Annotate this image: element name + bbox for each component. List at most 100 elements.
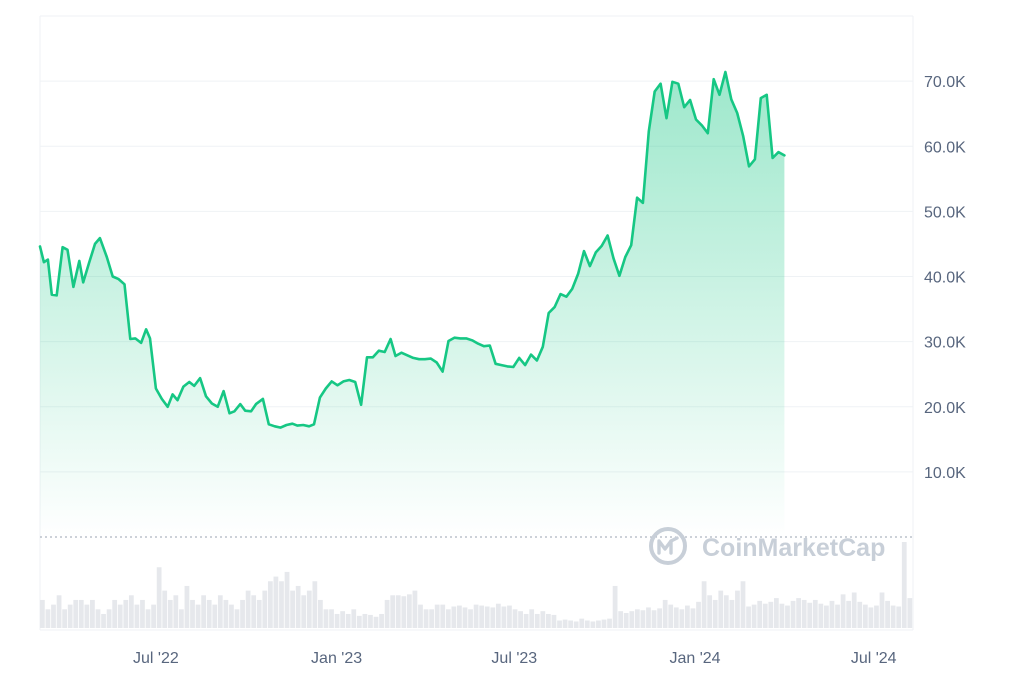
x-tick-label: Jul '22 xyxy=(133,650,179,667)
volume-bar xyxy=(345,613,351,628)
x-tick-label: Jan '24 xyxy=(669,650,720,667)
volume-bar xyxy=(412,590,418,628)
y-tick-label: 60.0K xyxy=(924,139,966,156)
volume-bar xyxy=(440,604,446,628)
volume-bar xyxy=(657,608,662,628)
volume-bar xyxy=(340,611,346,628)
volume-bar xyxy=(896,606,902,628)
volume-bar xyxy=(568,620,574,628)
x-tick-label: Jul '24 xyxy=(851,650,897,667)
volume-bar xyxy=(790,600,796,628)
volume-bar xyxy=(495,603,501,628)
volume-bar xyxy=(73,599,79,628)
volume-bar xyxy=(529,609,535,628)
volume-bar xyxy=(473,604,479,628)
volume-bar xyxy=(723,595,729,628)
volume-bar xyxy=(123,599,129,628)
volume-bar xyxy=(140,599,145,628)
volume-bar xyxy=(490,607,496,628)
volume-bar xyxy=(134,604,140,628)
volume-bar xyxy=(290,590,295,628)
volume-bar xyxy=(579,618,585,628)
volume-bar xyxy=(807,602,813,628)
x-tick-label: Jul '23 xyxy=(491,650,537,667)
volume-bar xyxy=(379,613,384,628)
volume-bar xyxy=(840,594,846,628)
volume-bar xyxy=(51,604,56,628)
volume-bar xyxy=(468,609,473,628)
volume-bar xyxy=(84,604,90,628)
volume-bar xyxy=(279,581,284,628)
x-tick-label: Jan '23 xyxy=(311,650,362,667)
volume-bar xyxy=(373,616,379,628)
volume-bar xyxy=(151,604,156,628)
volume-bar xyxy=(707,595,713,628)
volume-bar xyxy=(751,604,757,628)
volume-bar xyxy=(368,614,373,628)
volume-bar xyxy=(679,609,685,628)
volume-bar xyxy=(890,605,896,628)
volume-bar xyxy=(507,605,512,628)
volume-bar xyxy=(429,609,434,628)
volume-bar xyxy=(757,600,763,628)
volume-bar xyxy=(184,585,190,628)
volume-bar xyxy=(323,609,329,628)
volume-bar xyxy=(768,601,774,628)
y-tick-label: 30.0K xyxy=(924,335,966,352)
volume-bar xyxy=(862,604,868,628)
volume-bar xyxy=(501,606,507,628)
volume-bar xyxy=(401,596,407,628)
volume-bar xyxy=(217,595,223,628)
volume-bar xyxy=(874,605,879,628)
volume-bar xyxy=(101,613,106,628)
volume-bar xyxy=(356,615,362,628)
volume-bar xyxy=(312,581,318,628)
volume-bar xyxy=(479,605,485,628)
volume-bar xyxy=(634,609,640,628)
volume-bar xyxy=(785,605,790,628)
volume-bar xyxy=(329,609,334,628)
volume-bar xyxy=(179,609,184,628)
volume-bar xyxy=(284,571,290,628)
volume-bar xyxy=(234,609,240,628)
price-line[interactable] xyxy=(38,70,786,429)
volume-bar xyxy=(546,613,551,628)
volume-bar xyxy=(651,610,657,628)
volume-bar xyxy=(551,614,557,628)
volume-bar xyxy=(623,613,629,628)
volume-bar xyxy=(173,595,179,628)
volume-bar xyxy=(128,595,134,628)
volume-bar xyxy=(557,620,562,628)
volume-bar xyxy=(829,600,835,628)
volume-bar xyxy=(812,599,818,628)
volume-bar xyxy=(423,609,429,628)
volume-bar xyxy=(334,613,340,628)
volume-bar xyxy=(457,605,462,628)
volume-bar xyxy=(857,601,863,628)
volume-bar xyxy=(201,595,207,628)
volume-bar xyxy=(673,607,679,628)
volume-bar xyxy=(907,598,913,628)
volume-bar xyxy=(518,611,523,628)
volume-bar xyxy=(156,567,162,628)
y-tick-label: 20.0K xyxy=(924,400,966,417)
volume-bar xyxy=(167,599,173,628)
volume-bar xyxy=(618,611,624,628)
volume-bar xyxy=(245,590,251,628)
volume-bar xyxy=(395,595,401,628)
volume-bar xyxy=(868,607,874,628)
volume-bar xyxy=(462,607,468,628)
volume-bar xyxy=(212,604,218,628)
watermark-text: CoinMarketCap xyxy=(702,534,885,562)
volume-bar xyxy=(701,581,707,628)
volume-bar xyxy=(690,608,696,628)
volume-bar xyxy=(573,621,579,628)
volume-bar xyxy=(885,600,890,628)
volume-bar xyxy=(306,590,312,628)
volume-bar xyxy=(801,599,807,628)
volume-bar xyxy=(607,618,612,628)
volume-bar xyxy=(56,595,62,628)
volume-bar xyxy=(796,598,801,628)
volume-bar xyxy=(162,590,168,628)
